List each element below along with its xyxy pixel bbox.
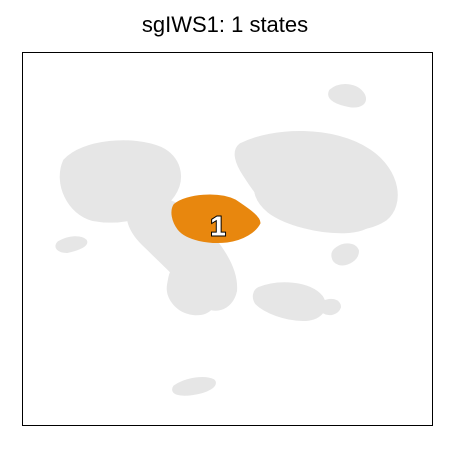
cell-cluster-12: [77, 164, 136, 199]
state-1-label: 1: [210, 210, 226, 241]
cell-cluster-4: [254, 174, 379, 234]
background-cells: [55, 84, 398, 396]
cell-cluster-5: [166, 267, 218, 316]
cell-cluster-11: [321, 298, 341, 316]
plot-panel: 1: [22, 52, 433, 426]
cell-cluster-10: [331, 243, 359, 266]
cell-cluster-6: [252, 282, 326, 321]
state-layer: 1: [171, 194, 261, 243]
cell-cluster-9: [172, 377, 216, 396]
cell-cluster-7: [328, 84, 366, 108]
chart-title: sgIWS1: 1 states: [141, 12, 309, 37]
state-1-region: [171, 194, 261, 243]
umap-scatter: 1: [55, 84, 398, 396]
cell-cluster-8: [55, 236, 88, 253]
